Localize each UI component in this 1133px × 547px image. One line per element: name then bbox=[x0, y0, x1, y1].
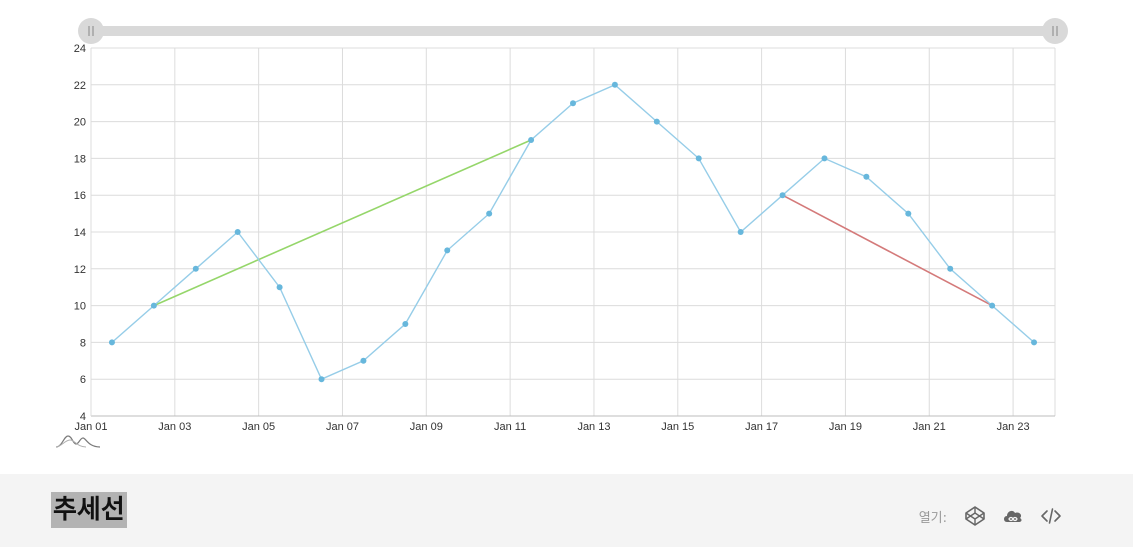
axes: 4 6 8 10 12 14 16 18 20 22 24 Jan 01 Jan 03 Jan 05 Jan… bbox=[74, 43, 1055, 433]
y-tick-label: 4 bbox=[80, 411, 86, 423]
scrollbar[interactable] bbox=[78, 18, 1068, 44]
open-with-label: 열기: bbox=[918, 510, 947, 526]
footer: 추세선 열기: bbox=[0, 474, 1133, 547]
data-point bbox=[779, 192, 786, 199]
open-with-toolbar: 열기: bbox=[919, 504, 1063, 528]
data-point bbox=[611, 81, 618, 88]
y-tick-label: 14 bbox=[74, 227, 86, 239]
data-point bbox=[989, 302, 996, 309]
code-icon[interactable] bbox=[1039, 504, 1063, 528]
line-chart: 4 6 8 10 12 14 16 18 20 22 24 Jan 01 Jan 03 Jan 05 Jan… bbox=[55, 18, 1068, 448]
data-point bbox=[402, 321, 409, 327]
scrollbar-end-grip[interactable] bbox=[1042, 18, 1068, 44]
x-tick-label: Jan 21 bbox=[913, 421, 946, 433]
jsfiddle-icon[interactable] bbox=[1001, 504, 1025, 528]
series bbox=[108, 81, 1038, 383]
y-tick-label: 20 bbox=[74, 117, 86, 129]
y-tick-label: 18 bbox=[74, 153, 86, 165]
data-point bbox=[821, 155, 828, 162]
trend-line bbox=[782, 194, 993, 307]
trend-line bbox=[153, 139, 532, 307]
x-tick-label: Jan 03 bbox=[158, 421, 191, 433]
demo-title: 추세선 bbox=[51, 492, 127, 528]
data-point bbox=[653, 118, 660, 125]
data-point bbox=[905, 210, 912, 217]
x-tick-label: Jan 23 bbox=[997, 421, 1030, 433]
x-tick-label: Jan 01 bbox=[74, 421, 107, 433]
data-point bbox=[150, 302, 157, 309]
data-point bbox=[570, 100, 576, 107]
y-tick-label: 10 bbox=[74, 301, 86, 313]
data-point bbox=[192, 265, 199, 272]
data-point bbox=[276, 284, 283, 291]
data-point bbox=[486, 210, 493, 217]
scrollbar-track[interactable] bbox=[90, 26, 1056, 36]
y-tick-label: 22 bbox=[74, 80, 86, 92]
data-point bbox=[947, 265, 954, 272]
trend-lines bbox=[153, 139, 993, 307]
x-tick-label: Jan 05 bbox=[242, 421, 275, 433]
x-tick-label: Jan 13 bbox=[577, 421, 610, 433]
data-point bbox=[737, 229, 744, 235]
x-tick-label: Jan 09 bbox=[410, 421, 443, 433]
x-tick-label: Jan 15 bbox=[661, 421, 694, 433]
x-tick-label: Jan 11 bbox=[494, 421, 526, 433]
data-point bbox=[108, 339, 115, 346]
codepen-icon[interactable] bbox=[963, 504, 987, 528]
data-point bbox=[528, 137, 535, 143]
y-tick-label: 16 bbox=[74, 190, 86, 202]
x-tick-label: Jan 19 bbox=[829, 421, 862, 433]
y-tick-label: 8 bbox=[80, 337, 86, 349]
data-point bbox=[234, 229, 241, 235]
x-tick-label: Jan 07 bbox=[326, 421, 359, 433]
amcharts-logo-icon bbox=[55, 435, 101, 448]
data-point bbox=[863, 173, 870, 180]
data-point bbox=[1031, 339, 1038, 346]
y-tick-label: 12 bbox=[74, 264, 86, 276]
chart-area: 4 6 8 10 12 14 16 18 20 22 24 Jan 01 Jan 03 Jan 05 Jan… bbox=[55, 18, 1068, 448]
x-tick-label: Jan 17 bbox=[745, 421, 778, 433]
data-point bbox=[318, 376, 325, 383]
data-point bbox=[444, 247, 451, 254]
y-tick-label: 24 bbox=[74, 43, 86, 55]
scrollbar-start-grip[interactable] bbox=[78, 18, 104, 44]
data-point bbox=[695, 155, 702, 162]
data-point bbox=[360, 357, 367, 364]
y-tick-label: 6 bbox=[80, 374, 86, 386]
